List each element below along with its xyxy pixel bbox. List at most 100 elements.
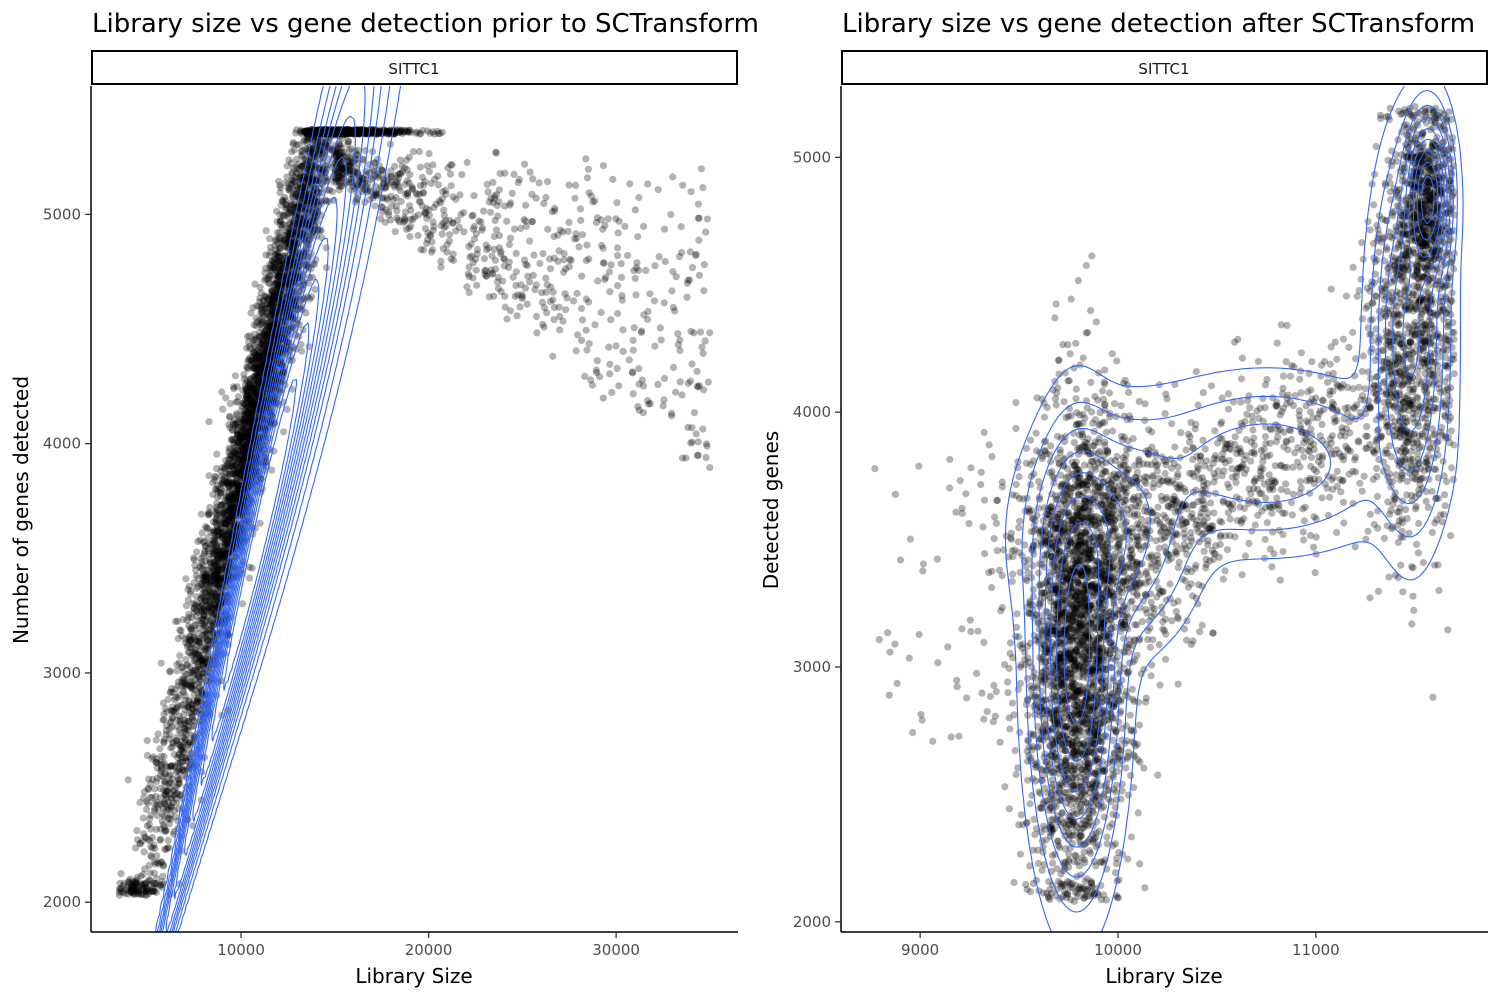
data-point xyxy=(356,128,364,136)
data-point xyxy=(245,343,253,351)
data-point xyxy=(478,224,486,232)
data-point xyxy=(432,200,440,208)
data-point xyxy=(687,188,695,196)
data-point xyxy=(165,780,173,788)
data-point xyxy=(699,425,707,433)
data-point xyxy=(266,318,274,326)
data-point xyxy=(223,540,231,548)
data-point xyxy=(233,419,241,428)
data-point xyxy=(178,663,186,671)
data-point xyxy=(605,268,614,276)
data-point xyxy=(449,250,457,258)
data-point xyxy=(421,224,429,233)
data-point xyxy=(276,229,284,237)
data-point xyxy=(473,245,481,254)
data-point xyxy=(182,575,190,583)
data-point xyxy=(629,346,637,354)
data-point xyxy=(448,161,456,169)
data-point xyxy=(134,889,142,897)
data-point xyxy=(192,612,200,620)
data-point xyxy=(184,596,192,604)
data-point xyxy=(166,731,174,739)
data-point xyxy=(516,303,524,311)
data-point xyxy=(251,396,259,404)
data-point xyxy=(230,385,238,393)
data-point xyxy=(188,625,196,633)
data-point xyxy=(298,151,307,159)
data-point xyxy=(279,198,287,206)
data-point xyxy=(144,784,152,793)
data-point xyxy=(206,592,214,600)
data-point xyxy=(199,592,207,600)
data-point xyxy=(311,285,319,294)
data-point xyxy=(393,207,401,215)
data-point xyxy=(197,617,205,625)
data-point xyxy=(384,130,392,138)
data-point xyxy=(554,257,562,265)
data-point xyxy=(281,212,289,220)
data-point xyxy=(437,263,445,271)
data-point xyxy=(270,293,278,301)
data-point xyxy=(150,807,159,815)
data-point xyxy=(200,572,208,581)
data-point xyxy=(178,664,186,672)
data-point xyxy=(240,426,248,434)
data-point xyxy=(188,678,196,687)
data-point xyxy=(570,297,578,305)
data-point xyxy=(347,127,355,135)
data-point xyxy=(434,127,442,135)
data-point xyxy=(529,175,537,183)
data-point xyxy=(687,327,695,335)
data-point xyxy=(591,321,599,329)
data-point xyxy=(252,394,260,402)
data-point xyxy=(226,424,234,432)
data-point xyxy=(151,805,159,813)
data-point xyxy=(526,237,534,245)
data-point xyxy=(182,731,190,739)
data-point xyxy=(240,400,249,408)
data-point xyxy=(697,165,706,173)
data-point xyxy=(229,480,237,488)
data-point xyxy=(347,145,355,153)
data-point xyxy=(225,444,233,452)
data-point xyxy=(582,326,590,334)
data-point xyxy=(571,181,580,189)
data-point xyxy=(672,388,680,396)
data-point xyxy=(263,315,271,323)
data-point xyxy=(572,347,580,355)
data-point xyxy=(258,318,266,326)
data-point xyxy=(249,407,257,415)
data-point xyxy=(273,250,281,258)
data-point xyxy=(546,297,555,306)
data-point xyxy=(195,602,203,610)
data-point xyxy=(187,587,195,595)
data-point xyxy=(143,751,151,760)
data-point xyxy=(199,561,207,569)
data-point xyxy=(700,287,708,295)
data-point xyxy=(227,494,235,502)
data-point xyxy=(674,330,682,338)
data-point xyxy=(199,594,207,602)
data-point xyxy=(583,241,591,249)
data-point xyxy=(164,798,172,807)
data-point xyxy=(194,673,202,681)
data-point xyxy=(546,265,555,273)
data-point xyxy=(565,181,573,189)
data-point xyxy=(222,457,230,465)
data-point xyxy=(219,573,227,581)
data-point xyxy=(669,363,678,371)
data-point xyxy=(196,563,204,571)
data-point xyxy=(585,340,593,348)
data-point xyxy=(189,651,197,659)
data-point xyxy=(704,378,712,386)
data-point xyxy=(243,387,251,395)
data-point xyxy=(235,437,243,445)
data-point xyxy=(208,604,216,612)
data-point xyxy=(643,315,652,323)
data-point xyxy=(133,836,142,844)
data-point xyxy=(575,243,583,251)
data-point xyxy=(221,541,229,549)
data-point xyxy=(223,517,231,526)
data-point xyxy=(393,214,401,222)
data-point xyxy=(213,533,221,541)
